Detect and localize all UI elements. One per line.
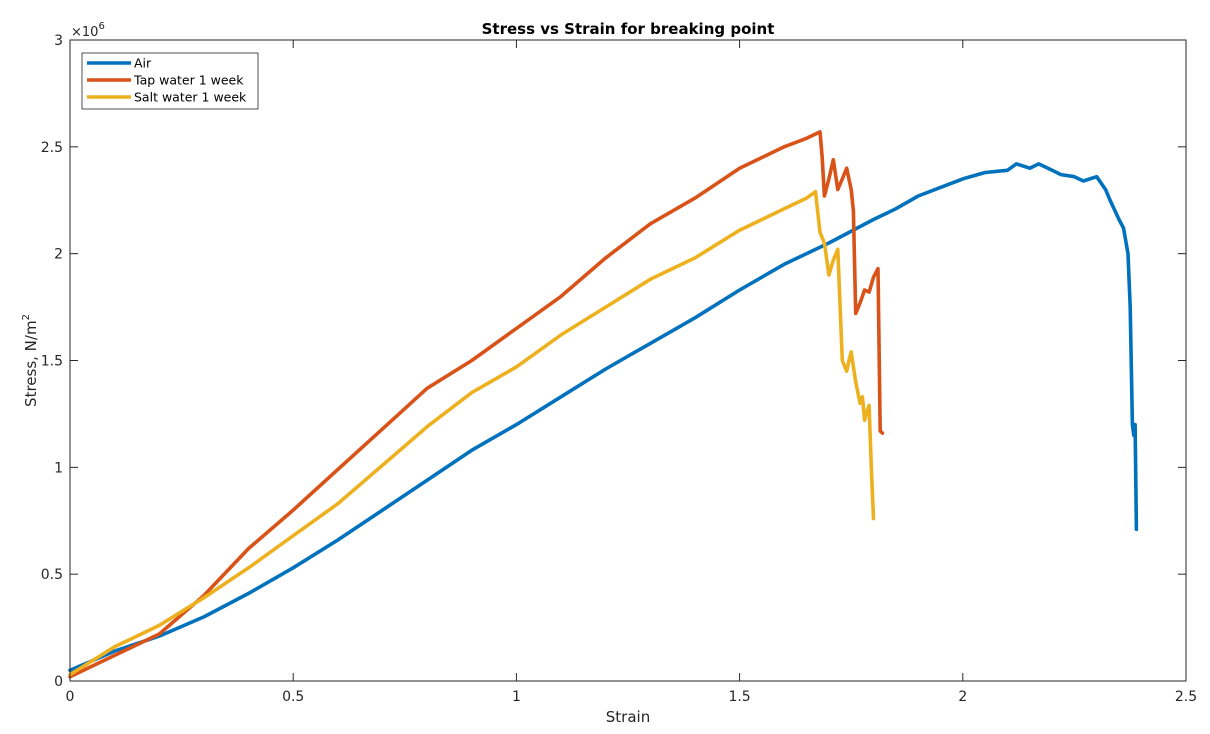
legend: Air Tap water 1 week Salt water 1 week	[81, 52, 259, 110]
legend-label: Air	[134, 56, 152, 71]
x-axis: 0 0.5 1 1.5 2 2.5	[66, 40, 1197, 705]
svg-text:Stress, N/m2: Stress, N/m2	[21, 314, 40, 407]
x-tick-label: 0	[66, 689, 75, 705]
x-tick-label: 2	[958, 689, 967, 705]
x-tick-label: 1.5	[728, 689, 750, 705]
y-axis: 0 0.5 1 1.5 2 2.5 3	[41, 33, 1186, 690]
y-tick-label: 1	[54, 460, 63, 476]
series-line-2	[68, 130, 885, 679]
series-line-1	[68, 162, 1139, 673]
y-axis-label-text: Stress, N/m	[22, 320, 40, 407]
legend-label: Salt water 1 week	[134, 90, 247, 105]
x-tick-label: 1	[512, 689, 521, 705]
y-axis-multiplier: ×106	[71, 21, 105, 40]
x-tick-label: 0.5	[282, 689, 304, 705]
y-axis-label: Stress, N/m2	[21, 314, 40, 407]
plot-background	[70, 40, 1186, 681]
x-axis-label: Strain	[606, 708, 650, 726]
y-axis-label-superscript: 2	[21, 314, 32, 320]
y-tick-label: 0.5	[41, 567, 63, 583]
series-line-3	[68, 189, 876, 677]
x-tick-label: 2.5	[1175, 689, 1197, 705]
y-tick-label: 1.5	[41, 354, 63, 370]
y-tick-label: 2	[54, 247, 63, 263]
y-tick-label: 3	[54, 33, 63, 49]
y-tick-label: 0	[54, 674, 63, 690]
series-layer	[68, 130, 1139, 679]
legend-label: Tap water 1 week	[133, 73, 244, 88]
y-tick-label: 2.5	[41, 140, 63, 156]
chart-title: Stress vs Strain for breaking point	[482, 20, 775, 38]
